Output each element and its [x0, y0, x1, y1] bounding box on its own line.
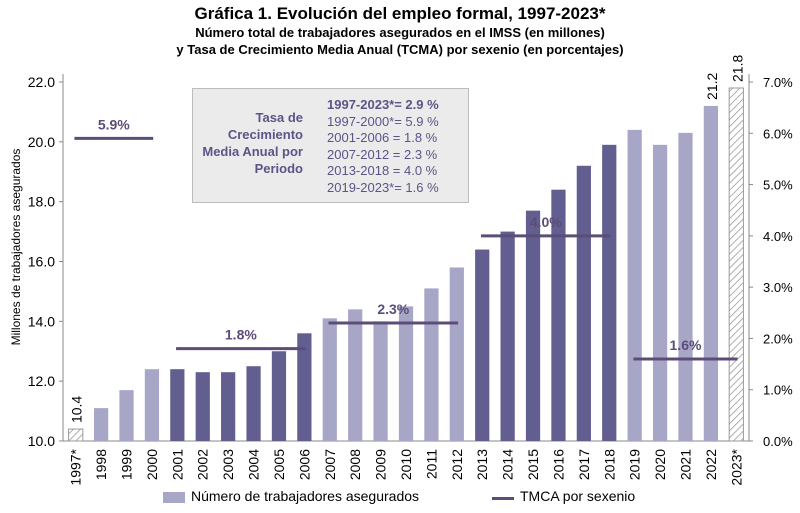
tmca-label: 5.9%	[98, 116, 130, 132]
inset-label: Tasa de Crecimiento Media Anual por Peri…	[202, 110, 303, 176]
x-tick-label: 2016	[550, 449, 566, 480]
y-tick-label: 14.0	[28, 313, 55, 329]
x-tick-label: 2010	[398, 449, 414, 480]
y-tick-label: 12.0	[28, 373, 55, 389]
inset-list: 1997-2023*= 2.9 % 1997-2000*= 5.9 % 2001…	[327, 97, 439, 196]
y2-tick-label: 0.0%	[763, 434, 793, 449]
bar	[195, 372, 210, 441]
x-tick-label: 2001	[169, 449, 185, 480]
bar-data-label: 21.8	[729, 55, 745, 82]
tmca-label: 4.0%	[530, 214, 562, 230]
legend-item-line: TMCA por sexenio	[492, 488, 635, 504]
bar	[602, 144, 617, 441]
x-tick-label: 1998	[93, 449, 109, 480]
inset-row: 1997-2000*= 5.9 %	[327, 113, 439, 129]
bar-data-label: 21.2	[704, 72, 720, 99]
x-tick-label: 2019	[627, 449, 643, 480]
x-tick-label: 2017	[576, 449, 592, 480]
legend-swatch-bar	[163, 492, 185, 503]
x-tick-label: 2022	[703, 449, 719, 480]
bar	[652, 144, 668, 441]
tmca-label: 1.6%	[670, 337, 702, 353]
cagr-inset-box: Tasa de Crecimiento Media Anual por Peri…	[192, 88, 469, 203]
bar	[246, 366, 261, 441]
x-tick-label: 2009	[373, 449, 389, 480]
bar	[475, 249, 490, 441]
bar	[728, 87, 744, 442]
bar	[398, 306, 414, 441]
bar	[500, 231, 515, 441]
y-tick-label: 16.0	[28, 254, 55, 270]
legend-item-bars: Número de trabajadores asegurados	[163, 488, 419, 504]
bar	[221, 372, 236, 441]
bar	[703, 105, 719, 441]
tmca-label: 1.8%	[225, 327, 257, 343]
legend-swatch-line	[492, 497, 514, 500]
y2-tick-label: 6.0%	[763, 126, 793, 141]
bar	[576, 165, 591, 441]
y-tick-label: 20.0	[28, 134, 55, 150]
x-tick-label: 2020	[652, 449, 668, 480]
x-tick-label: 2018	[601, 449, 617, 480]
x-tick-label: 2002	[195, 449, 211, 480]
y2-tick-label: 2.0%	[763, 331, 793, 346]
chart-subtitle-1: Número total de trabajadores asegurados …	[195, 25, 605, 40]
x-tick-label: 2008	[347, 449, 363, 480]
x-tick-label: 2004	[246, 449, 262, 480]
chart-subtitle-2: y Tasa de Crecimiento Media Anual (TCMA)…	[176, 42, 624, 57]
y2-tick-label: 7.0%	[763, 75, 793, 90]
x-tick-label: 2003	[220, 449, 236, 480]
bar-data-label: 10.4	[69, 396, 85, 423]
x-tick-label: 2015	[525, 449, 541, 480]
bar	[348, 309, 363, 441]
bar	[424, 288, 439, 441]
y2-tick-label: 5.0%	[763, 178, 793, 193]
inset-row: 2007-2012 = 2.3 %	[327, 146, 438, 162]
x-tick-label: 2005	[271, 449, 287, 480]
bar	[144, 369, 160, 441]
x-tick-label: 2021	[677, 449, 693, 480]
y2-tick-label: 3.0%	[763, 280, 793, 295]
bar	[271, 351, 287, 441]
bar	[119, 390, 134, 441]
bar	[627, 129, 642, 441]
x-tick-label: 2007	[322, 449, 338, 480]
inset-row: 2013-2018 = 4.0 %	[327, 163, 438, 178]
y-tick-label: 22.0	[28, 74, 55, 90]
bar	[525, 210, 541, 441]
legend-label-bars: Número de trabajadores asegurados	[191, 488, 420, 504]
inset-row: 2001-2006 = 1.8 %	[327, 130, 438, 145]
x-tick-label: 1999	[119, 449, 135, 480]
x-tick-label: 2011	[423, 449, 439, 479]
bar	[449, 267, 464, 441]
x-tick-label: 2014	[500, 449, 516, 480]
inset-row: 2019-2023*= 1.6 %	[327, 179, 439, 195]
bar	[551, 189, 566, 441]
y-tick-label: 10.0	[28, 433, 55, 449]
y2-tick-label: 1.0%	[763, 383, 793, 398]
x-tick-label: 2023*	[728, 448, 744, 485]
bar	[678, 132, 693, 441]
chart-title: Gráfica 1. Evolución del empleo formal, …	[194, 4, 606, 23]
bar	[68, 428, 84, 442]
y2-tick-label: 4.0%	[763, 229, 793, 244]
x-tick-label: 1997*	[68, 448, 84, 485]
bar	[373, 321, 388, 441]
inset-row: 1997-2023*= 2.9 %	[327, 97, 439, 112]
legend-label-line: TMCA por sexenio	[520, 488, 636, 504]
x-tick-label: 2006	[296, 449, 312, 480]
y-tick-label: 18.0	[28, 194, 55, 210]
tmca-label: 2.3%	[377, 301, 409, 317]
bar	[297, 333, 312, 441]
bar	[93, 408, 109, 441]
x-tick-label: 2013	[474, 449, 490, 480]
bar	[170, 369, 185, 441]
x-tick-label: 2012	[449, 449, 465, 480]
bar	[322, 318, 337, 441]
x-tick-label: 2000	[144, 449, 160, 480]
